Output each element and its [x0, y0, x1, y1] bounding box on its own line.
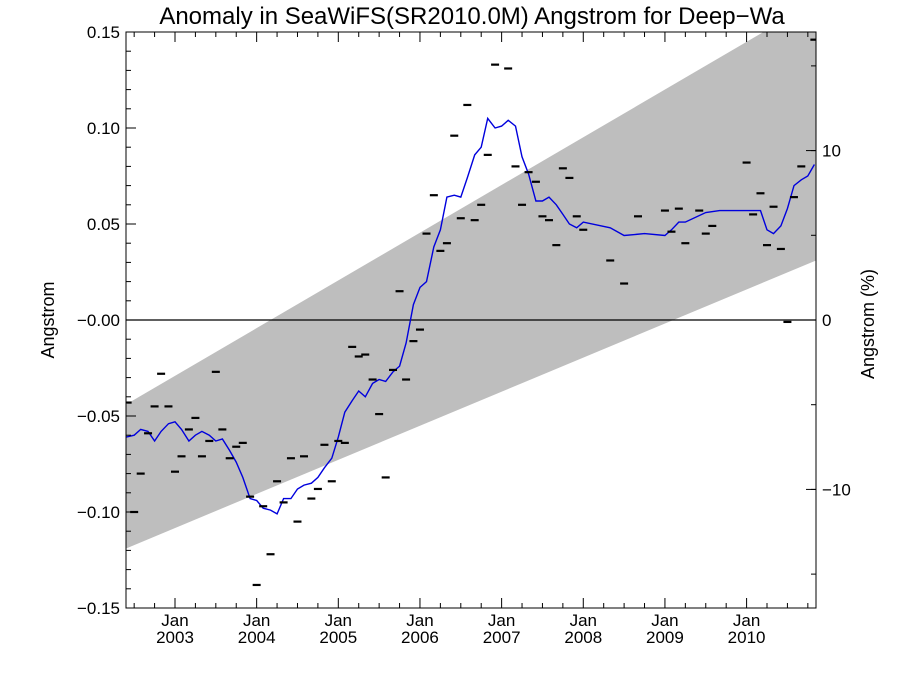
x-tick-year-6: 2009	[646, 628, 684, 647]
x-tick-month-4: Jan	[488, 611, 515, 630]
chart-title: Anomaly in SeaWiFS(SR2010.0M) Angstrom f…	[159, 3, 785, 30]
y-tick-label-3: −0.00	[77, 311, 120, 330]
y-tick-label-0: 0.15	[87, 23, 120, 42]
x-tick-month-0: Jan	[161, 611, 188, 630]
y-axis-label: Angstrom	[38, 281, 58, 358]
x-tick-year-7: 2010	[728, 628, 766, 647]
x-tick-month-3: Jan	[406, 611, 433, 630]
x-tick-month-5: Jan	[570, 611, 597, 630]
x-tick-month-1: Jan	[243, 611, 270, 630]
y-tick-label-5: −0.10	[77, 503, 120, 522]
y2-tick-label-1: 0	[822, 311, 831, 330]
y2-tick-label-0: 10	[822, 142, 841, 161]
plot-area	[126, 32, 816, 587]
x-tick-year-5: 2008	[564, 628, 602, 647]
x-tick-year-0: 2003	[156, 628, 194, 647]
uncertainty-band	[126, 32, 816, 549]
x-tick-year-4: 2007	[483, 628, 521, 647]
x-tick-year-3: 2006	[401, 628, 439, 647]
y-tick-label-2: 0.05	[87, 215, 120, 234]
x-tick-year-2: 2005	[319, 628, 357, 647]
series-points-group	[126, 38, 816, 587]
y2-tick-label-2: −10	[822, 480, 851, 499]
x-tick-month-6: Jan	[651, 611, 678, 630]
axes: 0.15 0.10 0.05 −0.00 −0.05 −0.10 −0.15 10 0 −10 Ja…	[77, 23, 851, 647]
x-tick-year-1: 2004	[238, 628, 276, 647]
x-tick-month-2: Jan	[325, 611, 352, 630]
y-tick-label-1: 0.10	[87, 119, 120, 138]
y-tick-label-6: −0.15	[77, 599, 120, 618]
y-tick-label-4: −0.05	[77, 407, 120, 426]
y2-axis-label: Angstrom (%)	[858, 269, 878, 379]
x-tick-month-7: Jan	[733, 611, 760, 630]
